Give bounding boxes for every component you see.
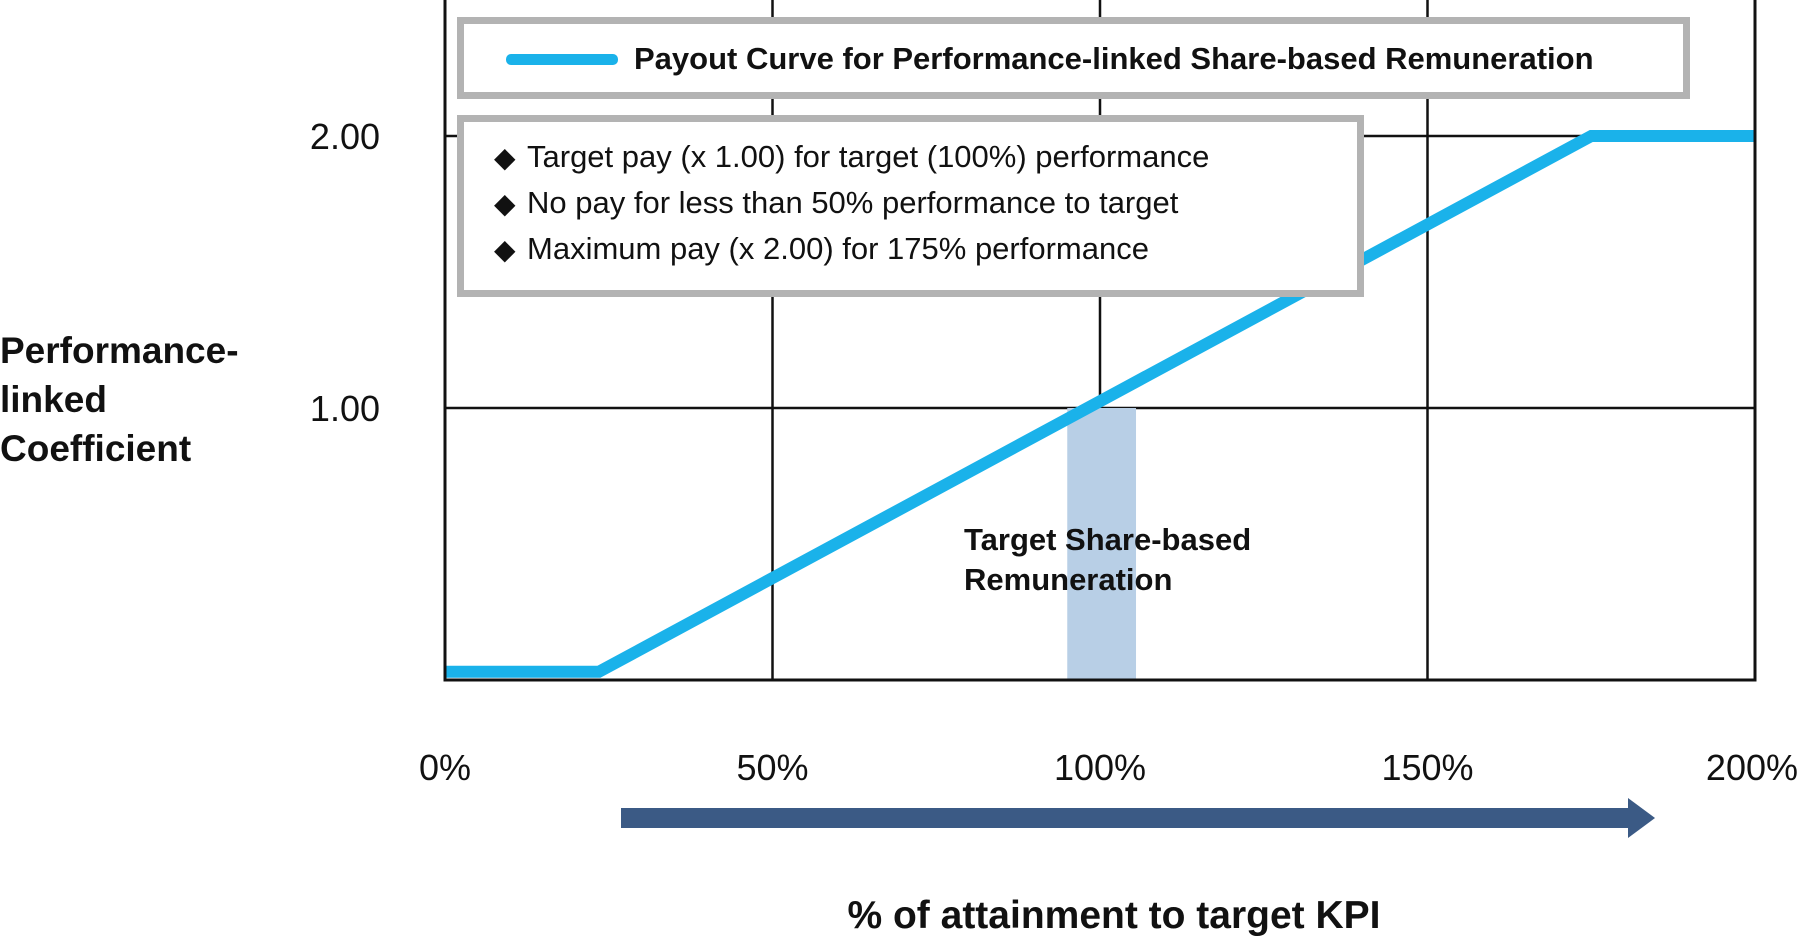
- arrow-head-icon: [1628, 798, 1655, 838]
- note-item: ◆ Target pay (x 1.00) for target (100%) p…: [494, 134, 1357, 180]
- x-tick-label: 200%: [1706, 747, 1798, 788]
- plot-frame: [443, 0, 1757, 682]
- x-tick-label: 50%: [736, 747, 808, 788]
- diamond-bullet-icon: ◆: [494, 142, 516, 173]
- x-tick-label: 150%: [1381, 747, 1473, 788]
- payout-curve-line: [445, 130, 1755, 678]
- x-tick-label: 0%: [419, 747, 471, 788]
- y-axis-label: Performance- linked Coefficient: [0, 330, 239, 469]
- legend: Payout Curve for Performance-linked Shar…: [457, 17, 1690, 99]
- x-tick-labels: 0% 50% 100% 150% 200%: [419, 747, 1798, 788]
- note-text: Maximum pay (x 2.00) for 175% performanc…: [527, 231, 1149, 266]
- arrow-shaft: [621, 808, 1631, 828]
- y-tick-labels: 1.00 2.00: [310, 116, 380, 429]
- note-text: No pay for less than 50% performance to …: [527, 185, 1179, 220]
- legend-swatch: [506, 54, 618, 65]
- x-tick-label: 100%: [1054, 747, 1146, 788]
- note-item: ◆ No pay for less than 50% performance to…: [494, 180, 1357, 226]
- attainment-arrow: [621, 798, 1655, 838]
- target-band-label: Target Share-based Remuneration: [964, 522, 1252, 597]
- target-band: [1067, 408, 1137, 680]
- diamond-bullet-icon: ◆: [494, 188, 516, 219]
- x-axis-label: % of attainment to target KPI: [847, 894, 1381, 937]
- legend-label: Payout Curve for Performance-linked Shar…: [634, 41, 1594, 76]
- note-text: Target pay (x 1.00) for target (100%) pe…: [527, 139, 1210, 174]
- y-tick-label: 2.00: [310, 116, 380, 157]
- note-item: ◆ Maximum pay (x 2.00) for 175% performan…: [494, 226, 1357, 272]
- y-tick-label: 1.00: [310, 388, 380, 429]
- notes-box: ◆ Target pay (x 1.00) for target (100%) p…: [457, 115, 1364, 297]
- diamond-bullet-icon: ◆: [494, 234, 516, 265]
